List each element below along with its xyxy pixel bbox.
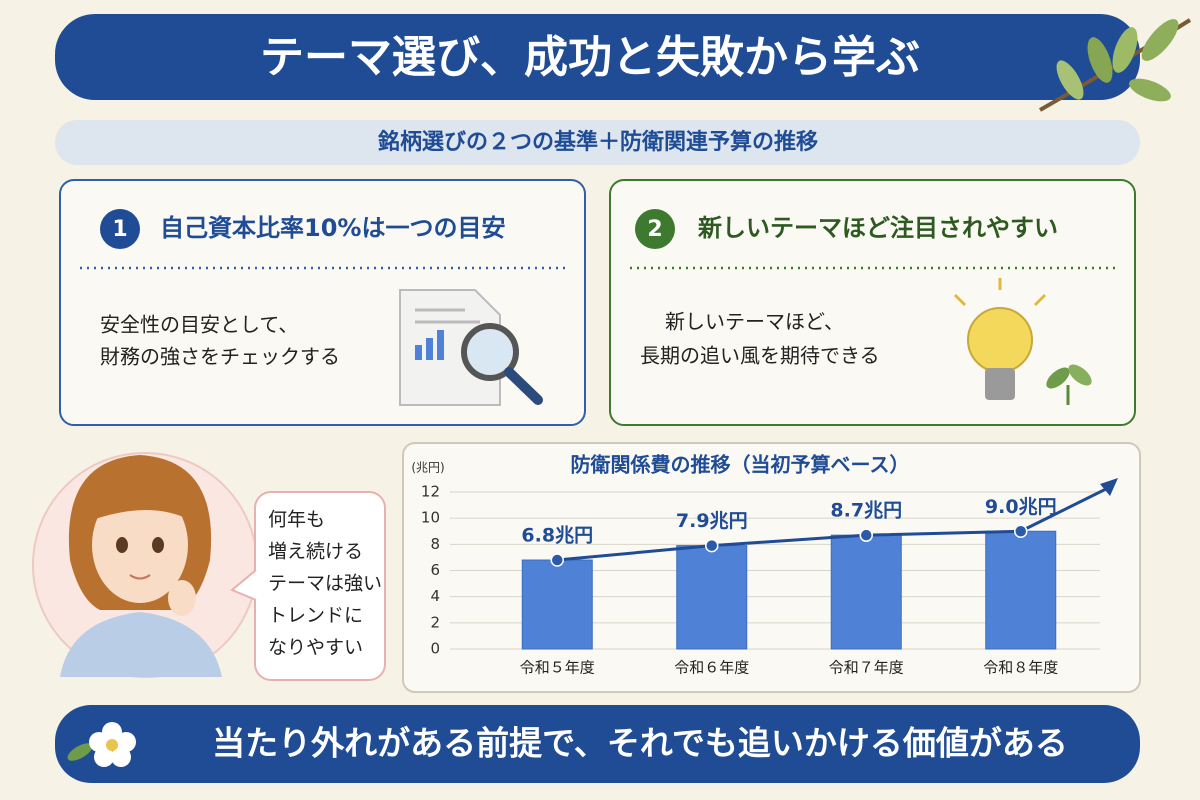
page-title: テーマ選び、成功と失敗から学ぶ [260, 32, 920, 83]
bar [521, 559, 593, 650]
value-label: 6.8兆円 [521, 525, 593, 547]
flower-decoration [67, 722, 136, 767]
header-bar [55, 14, 1140, 100]
value-label: 8.7兆円 [830, 500, 902, 522]
card-text: 新しいテーマほど、 [665, 310, 844, 334]
card-title: 自己資本比率10%は一つの目安 [160, 214, 505, 242]
x-tick-label: 令和５年度 [520, 659, 595, 677]
trend-line [557, 529, 1021, 562]
bubble-line: トレンドに [268, 605, 363, 627]
y-tick-label: 10 [421, 509, 440, 527]
card-text: 長期の追い風を期待できる [640, 344, 880, 368]
bubble-line: なりやすい [268, 637, 363, 659]
y-tick-label: 2 [430, 613, 440, 631]
subtitle-bar [55, 120, 1140, 165]
bubble-line: 増え続ける [268, 541, 363, 563]
card-text: 財務の強さをチェックする [100, 345, 340, 369]
card-number-badge [100, 209, 140, 249]
card-number: 2 [647, 217, 662, 242]
y-axis-label: (兆円) [411, 461, 444, 475]
y-tick-label: 12 [421, 483, 440, 501]
bar [676, 545, 748, 650]
y-tick-label: 0 [430, 640, 440, 658]
card-number-badge [635, 209, 675, 249]
person-illustration [32, 452, 258, 678]
value-label: 7.9兆円 [676, 510, 748, 532]
bubble-line: 何年も [268, 509, 325, 531]
value-label: 9.0兆円 [985, 496, 1057, 518]
card-title: 新しいテーマほど注目されやすい [697, 214, 1058, 242]
card-text: 安全性の目安として、 [100, 313, 298, 337]
footer-text: 当たり外れがある前提で、それでも追いかける価値がある [212, 724, 1068, 763]
bar [830, 534, 902, 650]
chart: 0 2 4 6 8 10 12 令和５年度 令和６年度 令和７年度 令和８年度 6.8兆円 7.9兆円 8… [421, 478, 1118, 677]
data-point [550, 553, 564, 567]
speech-bubble-tail [230, 569, 257, 601]
bubble-line: テーマは強い [268, 573, 382, 595]
leaf-decoration [1039, 18, 1192, 112]
data-point [1014, 524, 1028, 538]
x-tick-label: 令和７年度 [829, 659, 904, 677]
document-search-icon [399, 289, 543, 406]
page-subtitle: 銘柄選びの２つの基準＋防衛関連予算の推移 [377, 129, 818, 155]
card-number: 1 [112, 217, 127, 242]
x-tick-label: 令和８年度 [983, 659, 1058, 677]
bar [985, 530, 1057, 650]
trend-arrow [1020, 486, 1109, 533]
x-tick-label: 令和６年度 [674, 659, 749, 677]
lightbulb-icon [953, 278, 1092, 405]
trend-arrowhead [1100, 478, 1118, 496]
footer-bar [55, 705, 1140, 783]
y-tick-label: 8 [430, 535, 440, 553]
data-point [859, 528, 873, 542]
chart-title: 防衛関係費の推移（当初予算ベース） [571, 453, 910, 477]
data-point [705, 538, 719, 553]
y-tick-label: 6 [430, 561, 440, 579]
y-tick-label: 4 [430, 587, 440, 605]
